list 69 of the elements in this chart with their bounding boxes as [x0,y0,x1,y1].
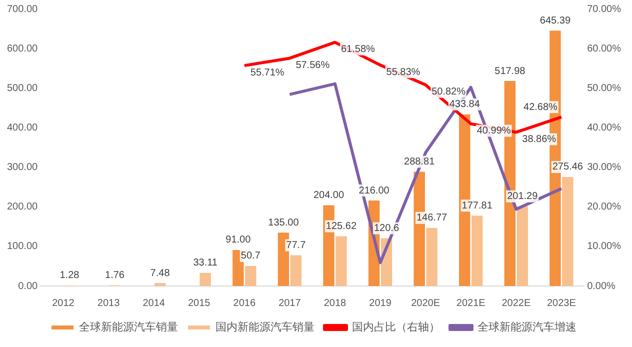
data-label: 50.82% [432,86,466,98]
data-label: 55.83% [386,66,420,78]
data-label: 146.77 [416,212,448,224]
x-tick-label: 2017 [278,298,302,309]
bar [245,266,256,286]
y-tick-label: 200.00 [6,202,38,213]
bar [516,206,528,286]
data-label: 216.00 [358,185,390,196]
data-label: 125.62 [326,221,357,232]
data-label: 55.71% [250,67,284,78]
y2-tick-label: 70.00% [587,4,622,15]
data-label: 120.6 [374,223,400,234]
data-label: 91.00 [226,234,252,246]
y-tick-label: 400.00 [6,122,38,134]
data-label: 1.28 [60,270,80,282]
y-tick-label: 700.00 [6,4,38,15]
x-tick-label: 2016 [233,298,256,309]
y-tick-label: 500.00 [6,82,38,94]
legend-label: 国内新能源汽车销量 [216,320,314,334]
x-tick-label: 2015 [188,298,211,309]
y2-tick-label: 40.00% [587,122,622,134]
y-tick-label: 600.00 [6,43,38,54]
y-tick-label: 300.00 [6,162,38,174]
x-tick-label: 2019 [369,298,392,309]
data-label: 1.76 [105,270,125,282]
y2-tick-label: 30.00% [587,162,622,174]
legend-label: 全球新能源汽车销量 [79,320,178,334]
y2-tick-label: 0.00% [587,280,616,292]
x-tick-label: 2022E [502,298,531,309]
data-label: 204.00 [313,190,344,202]
data-label: 433.84 [449,99,480,110]
legend-label: 全球新能源汽车增速 [478,320,576,334]
data-label: 42.68% [524,102,558,113]
data-label: 288.81 [404,156,436,168]
bar [471,216,483,286]
data-label: 57.56% [296,60,330,71]
x-tick-label: 2021E [456,298,486,309]
data-label: 177.81 [462,200,493,212]
bar [336,236,347,286]
bar [562,176,574,286]
x-tick-label: 2012 [52,298,75,309]
x-tick-label: 2020E [411,298,440,309]
x-tick-label: 2014 [142,298,166,309]
bar [200,272,211,286]
data-label: 40.99% [476,126,511,137]
data-label: 61.58% [340,44,376,56]
bar [426,228,438,286]
data-label: 50.7 [240,250,261,262]
data-label: 33.11 [193,258,218,269]
legend-label: 国内占比（右轴） [352,320,440,334]
bar [290,255,302,286]
y2-tick-label: 50.00% [587,82,622,94]
data-label: 7.48 [150,268,170,279]
y2-tick-label: 20.00% [587,202,622,213]
y2-tick-label: 10.00% [587,241,622,252]
y2-tick-label: 60.00% [587,43,622,54]
data-label: 275.46 [552,162,584,173]
x-tick-label: 2013 [97,298,120,309]
data-label: 201.29 [507,191,538,202]
x-tick-label: 2023E [546,298,576,309]
data-label: 135.00 [268,217,300,228]
bar [154,283,166,286]
y-tick-label: 100.00 [6,241,38,252]
data-label: 77.7 [286,240,306,252]
data-label: 38.86% [522,134,556,145]
data-label: 517.98 [494,66,526,77]
x-tick-label: 2018 [324,298,347,309]
data-label: 645.39 [540,15,571,26]
y-tick-label: 0.00 [18,280,38,292]
